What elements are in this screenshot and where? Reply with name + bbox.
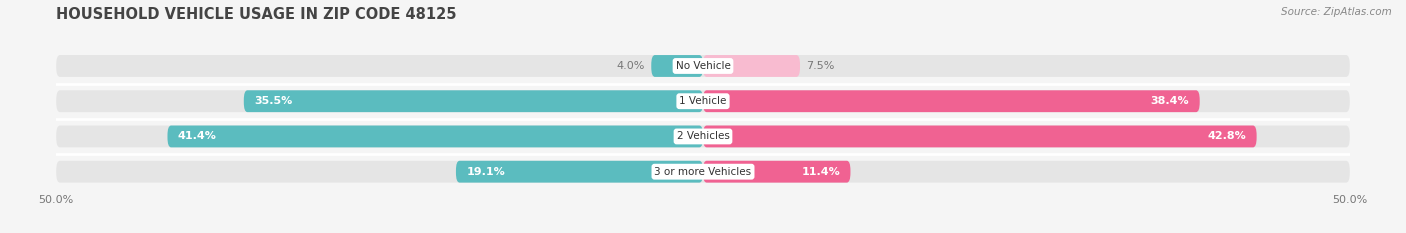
FancyBboxPatch shape [167, 126, 703, 147]
FancyBboxPatch shape [703, 126, 1257, 147]
Text: 19.1%: 19.1% [467, 167, 505, 177]
FancyBboxPatch shape [56, 126, 1350, 147]
Text: 2 Vehicles: 2 Vehicles [676, 131, 730, 141]
FancyBboxPatch shape [703, 161, 851, 183]
Text: 4.0%: 4.0% [616, 61, 645, 71]
FancyBboxPatch shape [651, 55, 703, 77]
FancyBboxPatch shape [456, 161, 703, 183]
Text: 3 or more Vehicles: 3 or more Vehicles [654, 167, 752, 177]
Text: No Vehicle: No Vehicle [675, 61, 731, 71]
Text: Source: ZipAtlas.com: Source: ZipAtlas.com [1281, 7, 1392, 17]
Text: 7.5%: 7.5% [807, 61, 835, 71]
Text: 1 Vehicle: 1 Vehicle [679, 96, 727, 106]
Text: HOUSEHOLD VEHICLE USAGE IN ZIP CODE 48125: HOUSEHOLD VEHICLE USAGE IN ZIP CODE 4812… [56, 7, 457, 22]
FancyBboxPatch shape [703, 90, 1199, 112]
Text: 11.4%: 11.4% [801, 167, 841, 177]
Text: 35.5%: 35.5% [254, 96, 292, 106]
FancyBboxPatch shape [703, 55, 800, 77]
Text: 38.4%: 38.4% [1150, 96, 1189, 106]
Text: 41.4%: 41.4% [177, 131, 217, 141]
Legend: Owner-occupied, Renter-occupied: Owner-occupied, Renter-occupied [586, 228, 820, 233]
FancyBboxPatch shape [56, 161, 1350, 183]
Text: 42.8%: 42.8% [1208, 131, 1246, 141]
FancyBboxPatch shape [243, 90, 703, 112]
FancyBboxPatch shape [56, 90, 1350, 112]
FancyBboxPatch shape [56, 55, 1350, 77]
